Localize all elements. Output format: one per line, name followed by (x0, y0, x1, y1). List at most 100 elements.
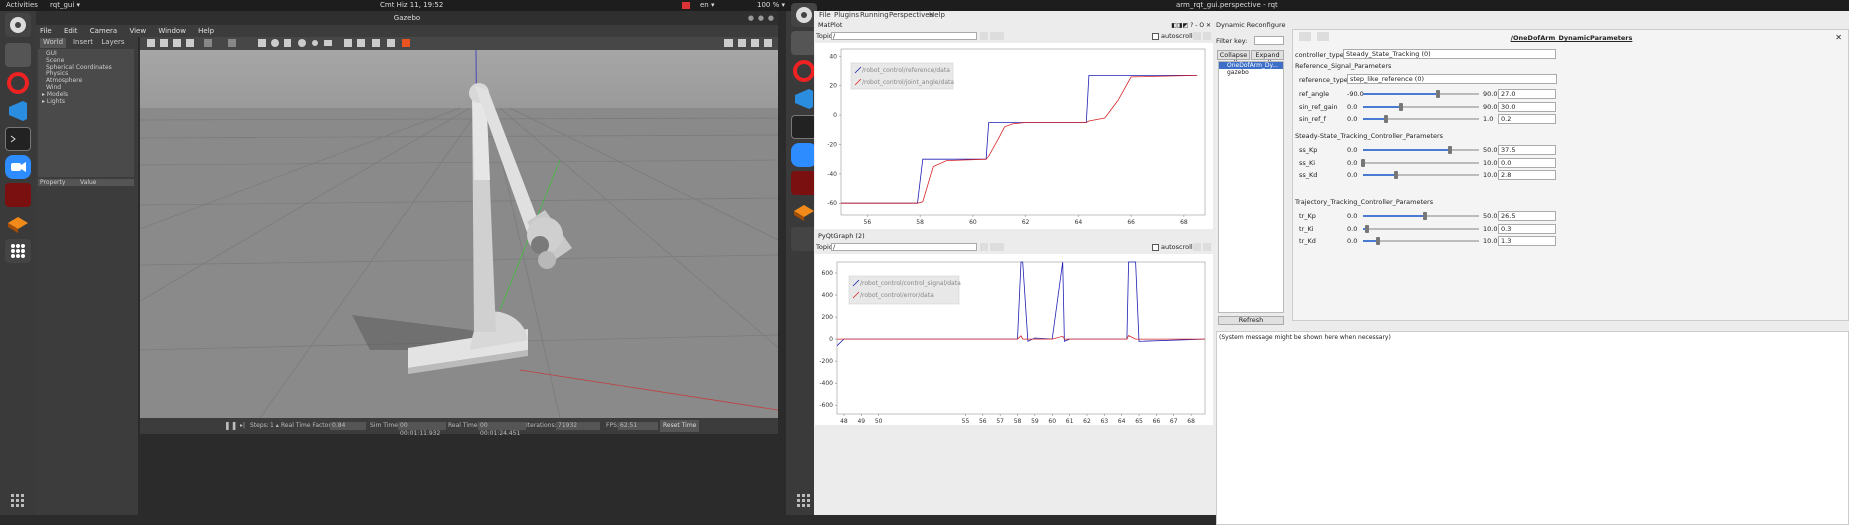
param-value-input[interactable]: 30.0 (1498, 102, 1556, 112)
step-icon[interactable]: ▸| (240, 418, 245, 434)
app-menu[interactable]: rqt_gui ▾ (50, 0, 80, 11)
param-slider-handle[interactable] (1399, 103, 1403, 111)
clock[interactable]: Cmt Hiz 11, 19:52 (380, 0, 443, 11)
param-slider-handle[interactable] (1394, 171, 1398, 179)
param-slider-handle[interactable] (1448, 146, 1452, 154)
param-slider-track[interactable] (1363, 228, 1479, 230)
undo-icon[interactable] (204, 39, 212, 47)
copy-icon[interactable] (344, 39, 352, 47)
opera-icon[interactable] (5, 71, 31, 95)
vscode-icon[interactable] (5, 99, 31, 123)
show-apps-icon[interactable] (5, 489, 31, 513)
align-icon[interactable] (372, 39, 380, 47)
tree-item-expandable[interactable]: ▸ Lights (42, 99, 134, 106)
cylinder-shape-icon[interactable] (284, 39, 291, 47)
autoscroll-checkbox[interactable]: autoscroll (1152, 242, 1193, 252)
param-slider-handle[interactable] (1365, 225, 1369, 233)
menu-help[interactable]: Help (198, 27, 214, 35)
close-node-icon[interactable]: ✕ (1835, 33, 1842, 42)
log-icon[interactable] (738, 39, 746, 47)
screenshot-icon[interactable] (724, 39, 733, 47)
sphere-shape-icon[interactable] (271, 39, 279, 47)
param-value-input[interactable]: 1.3 (1498, 236, 1556, 246)
gazebo-icon[interactable] (5, 211, 31, 235)
menu-window[interactable]: Window (158, 27, 186, 35)
menu-help[interactable]: Help (929, 11, 945, 19)
scale-icon[interactable] (186, 39, 194, 47)
maximize-icon[interactable]: ● (758, 11, 764, 25)
add-topic-icon[interactable] (980, 32, 988, 40)
param-slider-handle[interactable] (1376, 237, 1380, 245)
settings-gear-icon[interactable] (5, 13, 31, 37)
menu-perspectives[interactable]: Perspectives (889, 11, 933, 19)
autoscroll-checkbox[interactable]: autoscroll (1152, 31, 1193, 41)
param-value-input[interactable]: 27.0 (1498, 89, 1556, 99)
terminal-icon[interactable] (5, 127, 31, 151)
activities-button[interactable]: Activities (6, 0, 38, 11)
add-topic-icon[interactable] (980, 243, 988, 251)
param-slider-track[interactable] (1363, 240, 1479, 242)
reference-type-select[interactable]: step_like_reference (0) (1347, 74, 1557, 84)
clear-icon[interactable] (1203, 32, 1211, 40)
filter-input[interactable] (1254, 36, 1284, 45)
menu-file[interactable]: File (819, 11, 831, 19)
select-mode-icon[interactable] (147, 39, 155, 47)
lang-selector[interactable]: en ▾ (700, 0, 714, 11)
panel-controls-icon[interactable]: ◧◨◩ ? - O ✕ (1171, 21, 1211, 30)
controller-type-select[interactable]: Steady_State_Tracking (0) (1343, 49, 1556, 59)
point-light-icon[interactable] (298, 39, 306, 47)
clear-icon[interactable] (1203, 243, 1211, 251)
param-slider-handle[interactable] (1384, 115, 1388, 123)
paste-icon[interactable] (357, 39, 365, 47)
rqt-dots-icon[interactable] (5, 239, 31, 263)
change-view-icon[interactable] (402, 39, 410, 47)
translate-icon[interactable] (160, 39, 168, 47)
menu-running[interactable]: Running (860, 11, 889, 19)
directional-light-icon[interactable] (324, 40, 332, 46)
param-slider-handle[interactable] (1361, 159, 1365, 167)
spot-light-icon[interactable] (312, 40, 318, 46)
tree-item-selected[interactable]: OneDofArm_Dy... (1219, 62, 1283, 69)
expand-all-button[interactable]: Expand all (1251, 50, 1284, 60)
zoom-indicator[interactable]: 100 % ▾ (757, 0, 785, 11)
param-value-input[interactable]: 37.5 (1498, 145, 1556, 155)
topic-input[interactable]: / (831, 243, 977, 251)
param-value-input[interactable]: 0.2 (1498, 114, 1556, 124)
menu-view[interactable]: View (129, 27, 146, 35)
param-slider-track[interactable] (1363, 162, 1479, 164)
minimize-icon[interactable]: ● (748, 11, 754, 25)
tab-insert[interactable]: Insert (70, 38, 96, 46)
menu-camera[interactable]: Camera (90, 27, 117, 35)
param-value-input[interactable]: 0.3 (1498, 224, 1556, 234)
snap-icon[interactable] (387, 39, 395, 47)
close-icon[interactable]: ● (768, 11, 774, 25)
plot-icon[interactable] (751, 39, 759, 47)
box-shape-icon[interactable] (258, 39, 266, 47)
pause-icon[interactable]: ❚❚ (224, 418, 237, 434)
topic-input[interactable]: / (831, 32, 977, 40)
tab-world[interactable]: World (40, 38, 66, 48)
menu-file[interactable]: File (40, 27, 52, 35)
tree-item[interactable]: gazebo (1219, 69, 1283, 76)
monitor-icon[interactable] (5, 183, 31, 207)
param-value-input[interactable]: 26.5 (1498, 211, 1556, 221)
remove-topic-icon[interactable] (990, 243, 1004, 251)
param-slider-handle[interactable] (1436, 90, 1440, 98)
param-value-input[interactable]: 2.8 (1498, 170, 1556, 180)
tab-layers[interactable]: Layers (100, 38, 126, 46)
redo-icon[interactable] (228, 39, 236, 47)
pause-icon[interactable] (1193, 243, 1201, 251)
collapse-all-button[interactable]: Collapse all (1217, 50, 1250, 60)
files-icon[interactable] (5, 43, 31, 67)
param-value-input[interactable]: 0.0 (1498, 158, 1556, 168)
remove-topic-icon[interactable] (990, 32, 1004, 40)
record-video-icon[interactable] (764, 39, 772, 47)
rotate-icon[interactable] (173, 39, 181, 47)
zoom-app-icon[interactable] (5, 155, 31, 179)
pause-icon[interactable] (1193, 32, 1201, 40)
menu-plugins[interactable]: Plugins (834, 11, 859, 19)
refresh-button[interactable]: Refresh (1218, 316, 1284, 325)
steps-spinbox[interactable]: 1 ▴ (270, 418, 279, 434)
